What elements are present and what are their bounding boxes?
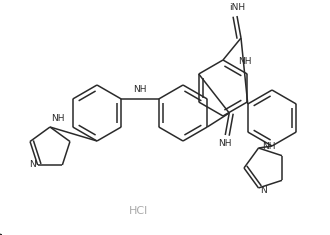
Text: NH: NH <box>262 141 276 151</box>
Text: NH: NH <box>133 85 147 94</box>
Text: HCl: HCl <box>129 207 148 216</box>
Text: NH: NH <box>238 57 251 66</box>
Text: NH: NH <box>218 139 232 148</box>
Text: NH: NH <box>51 114 64 123</box>
Text: N: N <box>29 161 36 169</box>
Text: iNH: iNH <box>229 3 245 12</box>
Text: N: N <box>260 186 267 195</box>
